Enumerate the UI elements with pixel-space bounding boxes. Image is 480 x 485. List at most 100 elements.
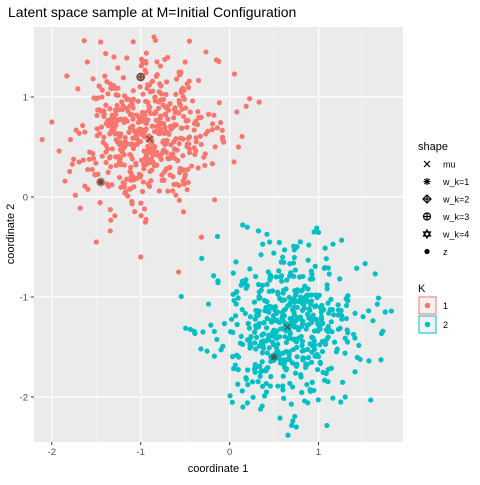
data-point: [292, 370, 299, 376]
data-point: [312, 263, 318, 269]
data-point: [287, 261, 293, 267]
data-point: [251, 366, 258, 372]
data-point: [268, 317, 274, 323]
data-point: [281, 395, 287, 401]
data-point: [215, 280, 221, 286]
data-point: [139, 188, 146, 195]
data-point: [259, 359, 265, 365]
data-point: [221, 320, 228, 327]
data-point: [122, 139, 128, 146]
data-point: [211, 273, 217, 279]
data-point: [172, 105, 178, 111]
data-point: [289, 422, 295, 428]
data-point: [132, 209, 138, 215]
data-point: [149, 145, 155, 151]
data-point: [246, 325, 252, 331]
data-point: [297, 274, 303, 280]
data-point: [104, 181, 110, 187]
data-point: [264, 315, 270, 321]
data-point: [176, 197, 182, 203]
data-point: [288, 401, 294, 407]
data-point: [165, 116, 171, 122]
data-point: [157, 152, 164, 159]
data-point: [155, 105, 162, 111]
legend-k-key-dot: [424, 302, 431, 309]
data-point: [264, 281, 270, 287]
cross-stroke: [146, 135, 154, 143]
data-point: [352, 369, 358, 375]
data-point: [339, 312, 345, 319]
data-point: [131, 128, 137, 134]
data-point: [314, 225, 320, 231]
data-point: [282, 247, 288, 253]
data-point: [257, 295, 263, 301]
data-point: [73, 127, 79, 133]
data-point: [309, 349, 315, 355]
data-point: [294, 304, 300, 311]
data-point: [232, 313, 239, 319]
data-point: [112, 131, 118, 137]
data-point: [183, 118, 189, 124]
data-point: [310, 312, 316, 318]
data-point: [85, 166, 91, 173]
data-point: [285, 432, 291, 438]
data-point: [112, 107, 119, 113]
data-point: [307, 341, 313, 347]
data-point: [119, 106, 126, 113]
data-point: [124, 55, 130, 61]
data-point: [275, 383, 281, 389]
data-point: [266, 345, 272, 351]
data-point: [219, 127, 225, 133]
data-point: [237, 340, 244, 346]
data-point: [256, 289, 262, 295]
data-point: [141, 166, 147, 172]
y-tick-label: 1: [23, 93, 28, 104]
data-point: [338, 307, 344, 314]
data-point: [265, 304, 271, 310]
data-point: [284, 277, 290, 283]
data-point: [140, 179, 146, 185]
data-point: [315, 397, 321, 403]
data-point: [141, 148, 147, 154]
data-point: [268, 374, 274, 380]
data-point: [299, 348, 305, 354]
data-point: [189, 98, 196, 104]
data-point: [93, 160, 99, 166]
data-point: [258, 339, 265, 345]
data-point: [145, 143, 151, 150]
data-point: [117, 159, 123, 165]
data-point: [69, 161, 75, 167]
y-tick-label: 0: [23, 193, 28, 204]
x-tick-label: -2: [48, 447, 56, 458]
asterisk-stroke: [423, 178, 431, 185]
special-markers: [96, 72, 292, 362]
data-point: [238, 333, 244, 339]
dot: [424, 248, 430, 255]
data-point: [260, 345, 267, 351]
data-point: [325, 300, 331, 306]
data-point: [388, 308, 394, 314]
data-point: [375, 295, 382, 301]
data-point: [256, 99, 262, 105]
data-point: [275, 291, 281, 297]
data-point: [120, 75, 127, 81]
data-point: [184, 187, 190, 193]
data-point: [129, 156, 135, 162]
data-point: [157, 63, 164, 69]
data-point: [186, 134, 193, 140]
data-point: [154, 72, 160, 78]
data-point: [229, 354, 236, 360]
data-point: [158, 97, 164, 103]
data-point: [315, 229, 322, 236]
data-point: [80, 157, 86, 163]
data-point: [209, 121, 216, 127]
data-point: [103, 50, 109, 57]
data-point: [255, 379, 261, 385]
data-point: [165, 54, 171, 61]
data-point: [188, 163, 195, 169]
data-point: [204, 348, 210, 354]
data-point: [128, 186, 134, 192]
data-point: [118, 184, 124, 190]
data-point: [114, 102, 120, 109]
data-point: [157, 81, 163, 87]
